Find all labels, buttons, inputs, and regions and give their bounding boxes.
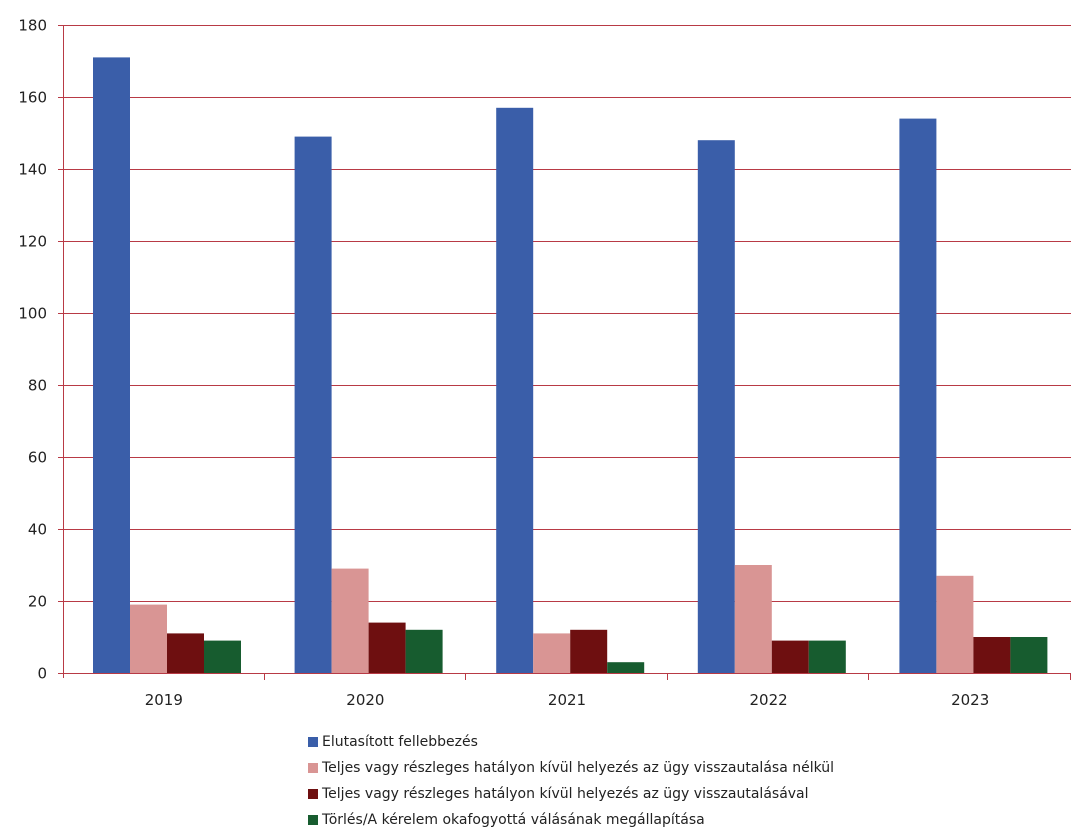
bar-2019-series-2 [130,604,167,673]
y-tick-label: 60 [28,449,47,467]
legend-swatch [308,763,318,773]
bar-2023-series-4 [1010,637,1048,673]
bar-2019-series-4 [204,640,241,673]
y-tick-label: 40 [28,521,47,539]
bar-2020-series-2 [331,568,369,673]
legend-label: Törlés/A kérelem okafogyottá válásának m… [322,812,705,828]
y-tick-label: 100 [18,305,47,323]
bar-2020-series-1 [294,136,332,674]
bar-2021-series-3 [570,629,608,673]
bar-2020-series-4 [405,629,443,673]
legend-label: Elutasított fellebbezés [322,734,478,750]
legend: Elutasított fellebbezés Teljes vagy részl… [308,729,834,833]
y-tick-label: 0 [37,665,47,683]
bar-2021-series-4 [607,662,645,673]
bar-2022-series-3 [771,640,809,673]
x-tick-label: 2020 [346,691,384,709]
bar-2020-series-3 [368,622,406,673]
bar-2019-series-1 [93,57,130,673]
legend-label: Teljes vagy részleges hatályon kívül hel… [322,786,809,802]
y-tick-label: 120 [18,233,47,251]
bar-2019-series-3 [167,633,204,673]
x-tick-label: 2022 [750,691,788,709]
bar-chart: 0 20 40 60 80 100 120 140 160 180 2019 2020 2021 202… [18,17,1071,709]
y-tick-label: 80 [28,377,47,395]
bar-2021-series-2 [533,633,571,673]
legend-swatch [308,815,318,825]
x-tick-label: 2019 [145,691,183,709]
axes [58,25,1071,680]
bar-2021-series-1 [496,107,534,674]
bar-2022-series-2 [734,565,772,673]
legend-swatch [308,789,318,799]
y-tick-label: 140 [18,161,47,179]
x-tick-label: 2021 [548,691,586,709]
y-tick-label: 20 [28,593,47,611]
legend-swatch [308,737,318,747]
legend-item: Elutasított fellebbezés [308,729,834,755]
legend-item: Teljes vagy részleges hatályon kívül hel… [308,755,834,781]
legend-item: Teljes vagy részleges hatályon kívül hel… [308,781,834,807]
y-tick-labels: 0 20 40 60 80 100 120 140 160 180 [18,17,47,683]
y-tick-label: 180 [18,17,47,35]
legend-item: Törlés/A kérelem okafogyottá válásának m… [308,807,834,833]
bar-2022-series-1 [697,140,735,673]
x-tick-labels: 2019 2020 2021 2022 2023 [145,691,990,709]
bar-2023-series-2 [936,575,974,673]
bars [93,57,1048,674]
bar-2023-series-1 [899,118,937,674]
y-tick-label: 160 [18,89,47,107]
bar-2022-series-4 [808,640,846,673]
legend-label: Teljes vagy részleges hatályon kívül hel… [322,760,835,776]
bar-2023-series-3 [973,637,1011,673]
x-tick-label: 2023 [951,691,989,709]
